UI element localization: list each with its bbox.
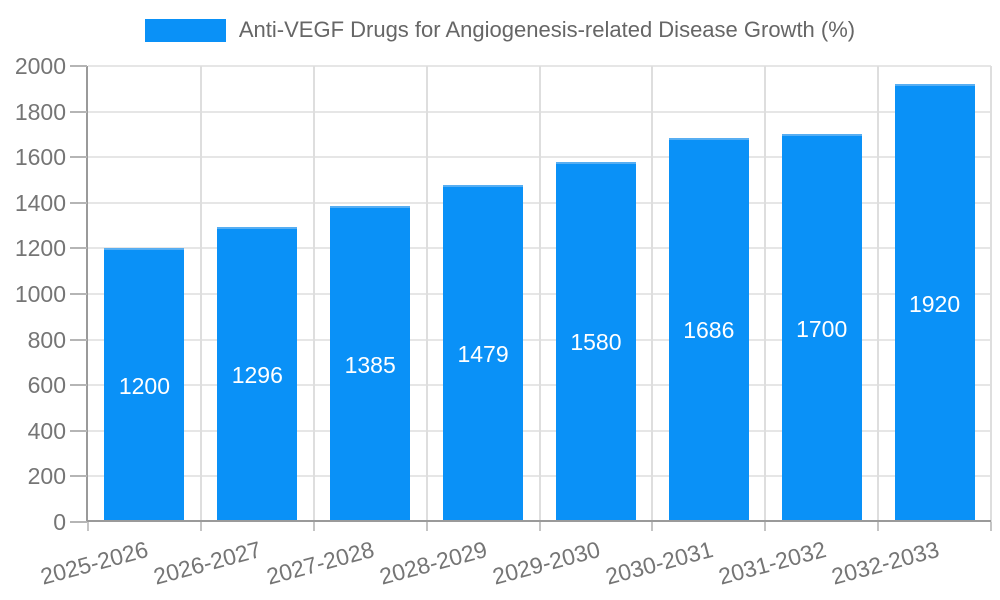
x-tick bbox=[87, 522, 89, 531]
plot-area: 1200 1296 1385 1479 1580 1686 1700 1920 bbox=[88, 65, 992, 522]
bar-value-label: 1296 bbox=[231, 361, 283, 388]
y-tick-label: 800 bbox=[27, 326, 66, 353]
v-gridline bbox=[877, 66, 880, 522]
bar-value-label: 1385 bbox=[344, 351, 396, 378]
y-tick bbox=[70, 293, 87, 295]
x-tick bbox=[538, 522, 541, 531]
legend-color-swatch bbox=[144, 18, 226, 42]
x-tick-label: 2028-2029 bbox=[376, 536, 490, 590]
v-gridline bbox=[425, 66, 428, 522]
y-tick-label: 1200 bbox=[14, 235, 66, 262]
x-tick bbox=[425, 522, 428, 531]
bar: 1296 bbox=[217, 226, 298, 522]
y-tick-label: 0 bbox=[53, 509, 66, 535]
x-tick-label: 2031-2032 bbox=[715, 536, 829, 590]
x-tick bbox=[990, 522, 992, 531]
y-tick bbox=[70, 65, 87, 67]
y-tick bbox=[70, 475, 87, 478]
y-tick-label: 1400 bbox=[14, 189, 66, 216]
y-tick bbox=[70, 201, 87, 204]
bar-value-label: 1920 bbox=[908, 290, 961, 317]
y-tick bbox=[70, 247, 87, 250]
v-gridline bbox=[199, 66, 202, 522]
x-tick bbox=[764, 522, 767, 531]
x-tick bbox=[312, 522, 315, 531]
x-tick-label: 2025-2026 bbox=[38, 536, 152, 590]
bar: 1385 bbox=[330, 206, 411, 522]
bar: 1200 bbox=[104, 248, 185, 522]
y-tick bbox=[70, 156, 87, 159]
legend-label: Anti-VEGF Drugs for Angiogenesis-related… bbox=[238, 17, 856, 42]
y-tick-label: 1000 bbox=[14, 281, 66, 307]
y-axis-line bbox=[86, 66, 88, 523]
x-tick-label: 2029-2030 bbox=[489, 536, 603, 590]
v-gridline bbox=[312, 66, 315, 522]
x-tick-label: 2026-2027 bbox=[151, 536, 265, 590]
x-axis-line bbox=[86, 520, 991, 522]
y-tick-label: 2000 bbox=[14, 53, 66, 79]
y-tick-label: 200 bbox=[27, 463, 66, 490]
y-tick-label: 600 bbox=[27, 372, 66, 399]
x-tick-label: 2032-2033 bbox=[828, 536, 942, 590]
bar-value-label: 1580 bbox=[570, 329, 622, 356]
y-tick bbox=[70, 521, 87, 523]
bar-value-label: 1479 bbox=[457, 340, 509, 367]
x-tick-label: 2030-2031 bbox=[602, 536, 716, 590]
bar: 1580 bbox=[555, 161, 636, 522]
bar: 1700 bbox=[781, 134, 862, 522]
bar-value-label: 1686 bbox=[683, 317, 735, 344]
v-gridline bbox=[538, 66, 541, 522]
y-tick-label: 400 bbox=[27, 417, 66, 444]
x-tick bbox=[199, 522, 202, 531]
y-tick-label: 1800 bbox=[14, 98, 66, 125]
v-gridline bbox=[990, 66, 992, 522]
x-tick bbox=[877, 522, 880, 531]
y-tick bbox=[70, 338, 87, 341]
x-tick bbox=[651, 522, 654, 531]
y-tick bbox=[70, 384, 87, 387]
x-tick-label: 2027-2028 bbox=[263, 536, 377, 590]
y-tick-label: 1600 bbox=[14, 144, 66, 171]
bar-value-label: 1200 bbox=[118, 372, 171, 399]
bar-value-label: 1700 bbox=[796, 315, 848, 342]
v-gridline bbox=[764, 66, 767, 522]
bar: 1686 bbox=[668, 137, 749, 522]
bar: 1479 bbox=[443, 184, 524, 522]
y-tick bbox=[70, 429, 87, 432]
v-gridline bbox=[651, 66, 654, 522]
chart-legend: Anti-VEGF Drugs for Angiogenesis-related… bbox=[0, 17, 1000, 43]
y-tick bbox=[70, 110, 87, 113]
bar: 1920 bbox=[894, 84, 975, 522]
